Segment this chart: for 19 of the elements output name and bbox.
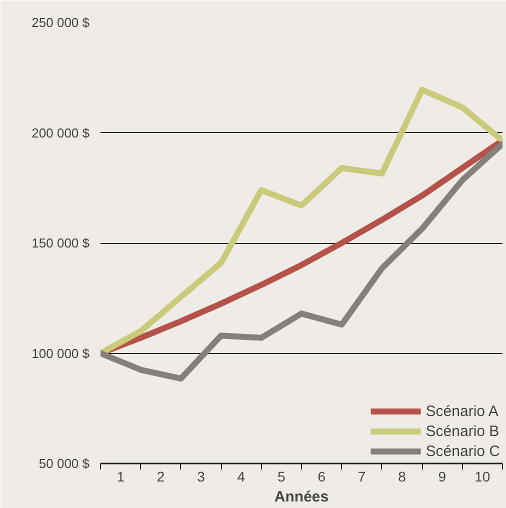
legend-label: Scénario C [426,442,500,460]
x-tick-label: 6 [318,468,326,484]
x-tick-label: 4 [237,468,246,484]
x-tick-label: 1 [116,468,125,484]
legend-label: Scénario B [426,422,500,440]
y-tick-label: 200 000 $ [32,125,90,140]
legend-label: Scénario A [426,402,498,420]
x-tick-label: 2 [156,468,165,484]
x-tick-label: 3 [197,468,206,484]
x-tick-label: 10 [474,468,490,484]
y-tick-label: 250 000 $ [32,15,90,30]
x-axis-title: Années [274,488,329,506]
y-tick-label: 100 000 $ [32,346,90,361]
y-tick-label: 150 000 $ [32,236,90,250]
x-tick-label: 9 [438,468,446,484]
x-tick-label: 7 [358,468,366,484]
x-tick-label: 8 [398,468,406,484]
x-tick-label: 5 [278,468,286,484]
y-tick-label: 50 000 $ [38,456,90,471]
